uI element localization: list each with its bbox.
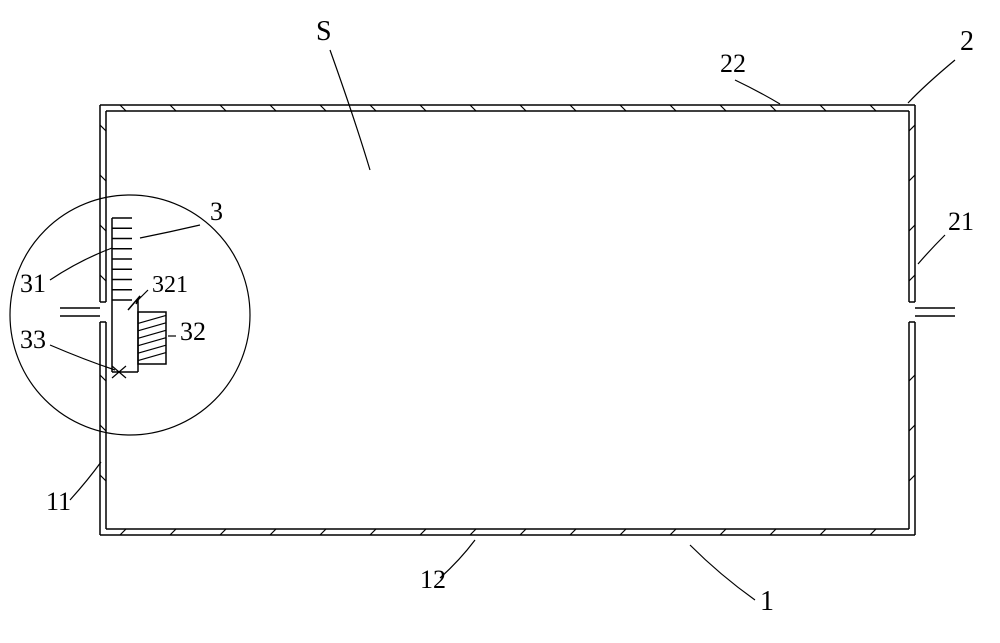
side-stub-right: [915, 308, 955, 316]
enclosure-wall: [100, 105, 915, 535]
label-n12: 12: [420, 565, 446, 594]
label-n1: 1: [760, 586, 774, 617]
detail-callout-circle: [10, 195, 250, 435]
label-n32: 32: [180, 317, 206, 346]
wall-hatching: [100, 105, 915, 535]
label-n33: 33: [20, 325, 46, 354]
label-n3: 3: [210, 197, 223, 226]
label-n22: 22: [720, 49, 746, 78]
label-n31: 31: [20, 269, 46, 298]
label-n321: 321: [152, 272, 188, 298]
label-n11: 11: [46, 487, 71, 516]
label-n2: 2: [960, 26, 974, 57]
label-n21: 21: [948, 207, 974, 236]
side-stub-left: [60, 308, 100, 316]
detail-assembly: [112, 218, 166, 378]
label-S: S: [316, 16, 332, 47]
